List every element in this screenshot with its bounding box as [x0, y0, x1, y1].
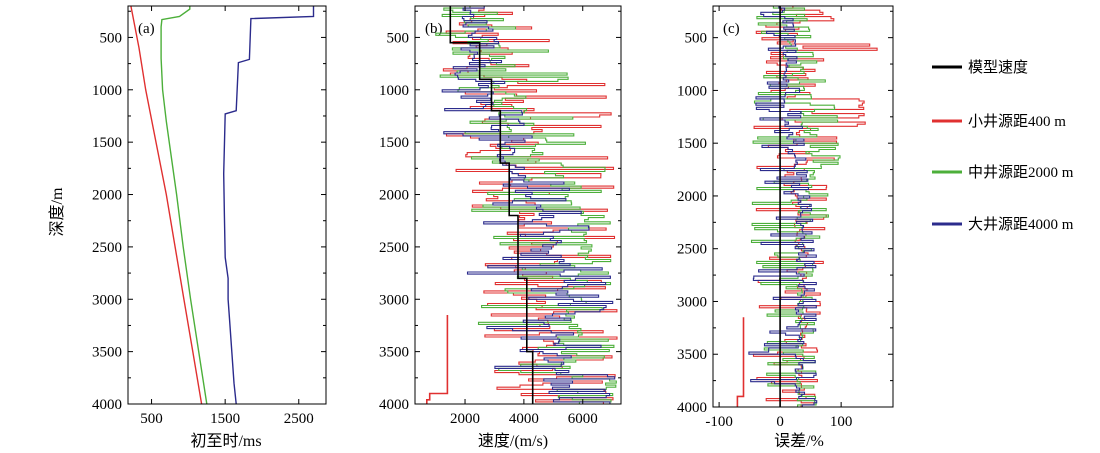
ytick-label: 2000 [379, 188, 409, 204]
xtick-label: 100 [830, 414, 853, 430]
ytick-label: 1500 [677, 136, 707, 152]
xtick-label: 4000 [509, 411, 539, 427]
ytick-label: 1000 [677, 83, 707, 99]
ytick-label: 3000 [677, 294, 707, 310]
panel-b-plot [426, 6, 618, 404]
xtick-label: 2000 [450, 411, 480, 427]
panel-c-plot [736, 6, 878, 407]
panel-a-label: (a) [138, 21, 155, 37]
ytick-label: 3000 [379, 292, 409, 308]
series-line-medium [160, 6, 208, 404]
ytick-label: 3500 [677, 347, 707, 363]
xtick-label: -100 [705, 414, 733, 430]
legend-label-small: 小井源距400 m [968, 113, 1066, 130]
series-trace-small [752, 6, 878, 407]
legend: 模型速度 小井源距400 m 中井源距2000 m 大井源距4000 m [932, 59, 1074, 233]
ytick-label: 4000 [92, 397, 122, 413]
series-line-large [222, 6, 315, 404]
series-lowzone-small [736, 317, 745, 407]
ytick-label: 500 [685, 31, 708, 47]
xtick-label: 0 [776, 414, 784, 430]
legend-label-medium: 中井源距2000 m [968, 164, 1074, 181]
ytick-label: 3000 [92, 292, 122, 308]
y-axis-label: 深度/m [48, 187, 66, 236]
panel-b-label: (b) [425, 21, 443, 37]
ytick-label: 2500 [677, 242, 707, 258]
panel-c-xlabel: 误差/% [774, 432, 824, 450]
ytick-label: 2000 [677, 189, 707, 205]
series-lowzone-small [426, 315, 449, 404]
panel-c-label: (c) [723, 21, 740, 37]
series-trace-medium [750, 6, 841, 407]
ytick-label: 4000 [677, 400, 707, 416]
ytick-label: 2500 [379, 240, 409, 256]
series-trace-large [748, 6, 818, 407]
xtick-label: 2500 [284, 411, 314, 427]
series-trace-large [441, 6, 616, 404]
panel-c-frame [712, 5, 894, 408]
xtick-label: 6000 [568, 411, 598, 427]
series-trace-small [442, 6, 618, 404]
series-trace-medium [435, 6, 617, 404]
series-line-small [130, 6, 203, 404]
ytick-label: 2000 [92, 188, 122, 204]
ytick-label: 1000 [92, 83, 122, 99]
panel-b-xlabel: 速度/(m/s) [478, 432, 548, 450]
ytick-label: 3500 [92, 345, 122, 361]
model-velocity-line [449, 6, 534, 404]
panel-a-frame [127, 5, 327, 405]
panel-b-frame [414, 5, 622, 405]
ytick-label: 1000 [379, 83, 409, 99]
ytick-label: 2500 [92, 240, 122, 256]
ytick-label: 500 [100, 30, 123, 46]
ytick-label: 1500 [92, 135, 122, 151]
ytick-label: 500 [387, 30, 410, 46]
panel-a: (a) 初至时/ms 500 1000 1500 2000 2500 3000 3500 40… [92, 5, 327, 450]
panel-b: (b) 速度/(m/s) 500 1000 1500 2000 2500 3000 3500… [379, 5, 622, 450]
panel-a-plot [130, 6, 315, 404]
xtick-label: 500 [140, 411, 163, 427]
ytick-label: 4000 [379, 397, 409, 413]
panel-c: (c) 误差/% 5001000150020002500300035004000… [677, 5, 894, 450]
panel-a-xlabel: 初至时/ms [190, 432, 261, 450]
xtick-label: 1500 [210, 411, 240, 427]
legend-label-large: 大井源距4000 m [968, 216, 1074, 233]
legend-label-model: 模型速度 [968, 59, 1028, 76]
ytick-label: 3500 [379, 345, 409, 361]
ytick-label: 1500 [379, 135, 409, 151]
